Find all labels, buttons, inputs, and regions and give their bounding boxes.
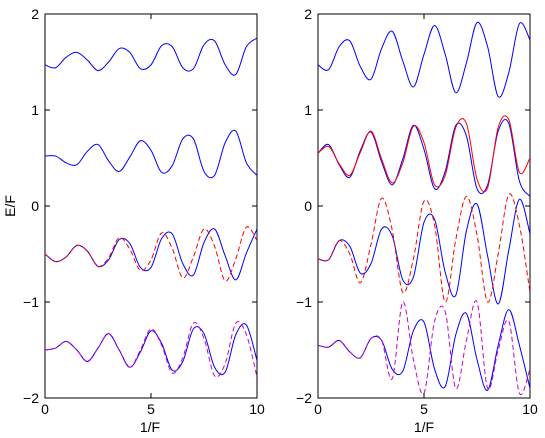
right-y-tick-label-2: 0 <box>304 198 312 214</box>
right-y-tick-label-3: 1 <box>304 102 312 118</box>
left-x-tick-label-2: 10 <box>249 401 265 417</box>
right-series-group <box>318 21 530 396</box>
left-series-line-1 <box>45 129 257 179</box>
right-y-tick-label-1: −1 <box>296 294 312 310</box>
right-y-tick-label-0: −2 <box>296 390 312 406</box>
left-y-tick-label-1: −1 <box>23 294 39 310</box>
right-x-axis-title: 1/F <box>414 419 434 435</box>
left-plot-area <box>44 13 258 399</box>
left-y-tick-label-0: −2 <box>23 390 39 406</box>
left-y-tick-label-4: 2 <box>31 6 39 22</box>
right-y-tick-label-4: 2 <box>304 6 312 22</box>
left-x-axis-title: 1/F <box>140 419 160 435</box>
left-y-tick-label-2: 0 <box>31 198 39 214</box>
left-x-tick-label-0: 0 <box>41 401 49 417</box>
right-x-tick-label-1: 5 <box>420 401 428 417</box>
left-series-group <box>45 37 257 378</box>
right-series-line-3 <box>318 198 530 305</box>
left-y-axis-title: E/F <box>2 195 18 217</box>
right-plot-area <box>317 13 531 399</box>
right-series-line-0 <box>318 21 530 98</box>
left-series-line-0 <box>45 37 257 76</box>
left-panel: 0 5 10 −2 −1 0 1 2 1/F E/F <box>2 6 265 435</box>
left-y-tick-label-3: 1 <box>31 102 39 118</box>
right-x-tick-label-0: 0 <box>314 401 322 417</box>
right-series-line-4 <box>318 193 530 303</box>
right-x-tick-label-2: 10 <box>522 401 538 417</box>
right-series-line-2 <box>318 115 530 193</box>
right-series-line-6 <box>318 300 530 396</box>
left-x-tick-label-1: 5 <box>147 401 155 417</box>
right-ticks: 0 5 10 −2 −1 0 1 2 <box>296 6 538 417</box>
left-ticks: 0 5 10 −2 −1 0 1 2 <box>23 6 265 417</box>
right-panel: 0 5 10 −2 −1 0 1 2 1/F <box>296 6 538 435</box>
left-series-line-3 <box>45 226 257 282</box>
left-series-line-5 <box>45 321 257 378</box>
